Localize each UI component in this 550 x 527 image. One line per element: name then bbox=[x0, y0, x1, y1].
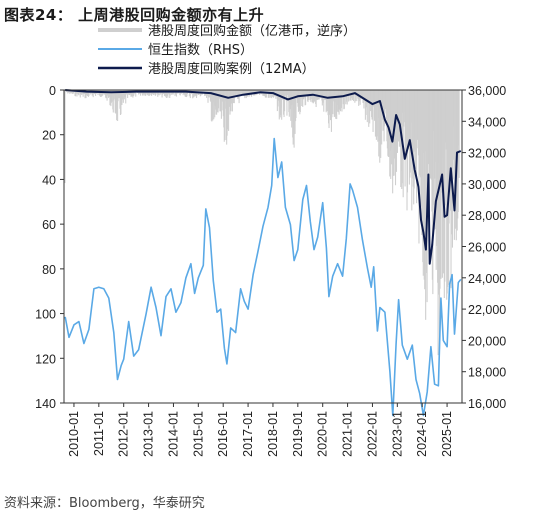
y-left-tick-label: 40 bbox=[42, 173, 56, 187]
plot-area bbox=[63, 89, 462, 417]
y-left-tick-label: 80 bbox=[42, 263, 56, 277]
y-right-tick-label: 36,000 bbox=[468, 84, 506, 98]
x-tick-label: 2023-01 bbox=[390, 411, 404, 457]
x-tick-label: 2018-01 bbox=[266, 411, 280, 457]
y-left-tick-label: 60 bbox=[42, 218, 56, 232]
figure-title: 上周港股回购金额亦有上升 bbox=[78, 6, 265, 24]
y-left-tick-label: 20 bbox=[42, 129, 56, 143]
x-tick-label: 2020-01 bbox=[316, 411, 330, 457]
x-tick-label: 2012-01 bbox=[117, 411, 131, 457]
x-tick-label: 2017-01 bbox=[241, 411, 255, 457]
y-right-tick-label: 34,000 bbox=[468, 115, 506, 129]
chart-title: 图表24： 上周港股回购金额亦有上升 bbox=[4, 4, 264, 25]
legend: 港股周度回购金额（亿港币，逆序） 恒生指数（RHS） 港股周度回购案例（12MA） bbox=[98, 23, 356, 77]
y-right-tick-label: 24,000 bbox=[468, 272, 506, 286]
y-left-tick-label: 120 bbox=[35, 352, 56, 366]
y-right-tick-label: 20,000 bbox=[468, 334, 506, 348]
y-left-tick-label: 0 bbox=[49, 84, 56, 98]
axes: 0 20 40 60 80 100 120 140 16,000 18,000 20,000 22,0… bbox=[35, 84, 506, 457]
source-note: 资料来源：Bloomberg，华泰研究 bbox=[4, 496, 205, 511]
x-tick-label: 2021-01 bbox=[341, 411, 355, 457]
y-right-tick-label: 22,000 bbox=[468, 303, 506, 317]
legend-label: 恒生指数（RHS） bbox=[148, 43, 253, 58]
repurchase-12ma-line bbox=[65, 89, 462, 265]
y-right-tick-label: 30,000 bbox=[468, 178, 506, 192]
x-tick-label: 2015-01 bbox=[191, 411, 205, 457]
y-left-tick-label: 100 bbox=[35, 308, 56, 322]
figure-label: 图表24： bbox=[4, 6, 73, 24]
x-tick-label: 2016-01 bbox=[216, 411, 230, 457]
x-tick-label: 2010-01 bbox=[67, 411, 81, 457]
y-left-tick-label: 140 bbox=[35, 397, 56, 411]
hsi-line bbox=[64, 137, 462, 417]
y-right-tick-label: 28,000 bbox=[468, 209, 506, 223]
x-tick-label: 2019-01 bbox=[291, 411, 305, 457]
x-tick-label: 2025-01 bbox=[440, 411, 454, 457]
y-right-tick-label: 18,000 bbox=[468, 366, 506, 380]
x-tick-label: 2011-01 bbox=[92, 411, 106, 456]
y-right-tick-label: 32,000 bbox=[468, 147, 506, 161]
y-right-tick-label: 16,000 bbox=[468, 397, 506, 411]
legend-label: 港股周度回购金额（亿港币，逆序） bbox=[148, 23, 356, 39]
x-tick-label: 2014-01 bbox=[166, 411, 180, 457]
x-tick-label: 2024-01 bbox=[415, 411, 429, 457]
x-tick-label: 2022-01 bbox=[365, 411, 379, 457]
x-tick-label: 2013-01 bbox=[142, 411, 156, 457]
legend-label: 港股周度回购案例（12MA） bbox=[148, 61, 315, 77]
y-right-tick-label: 26,000 bbox=[468, 241, 506, 255]
